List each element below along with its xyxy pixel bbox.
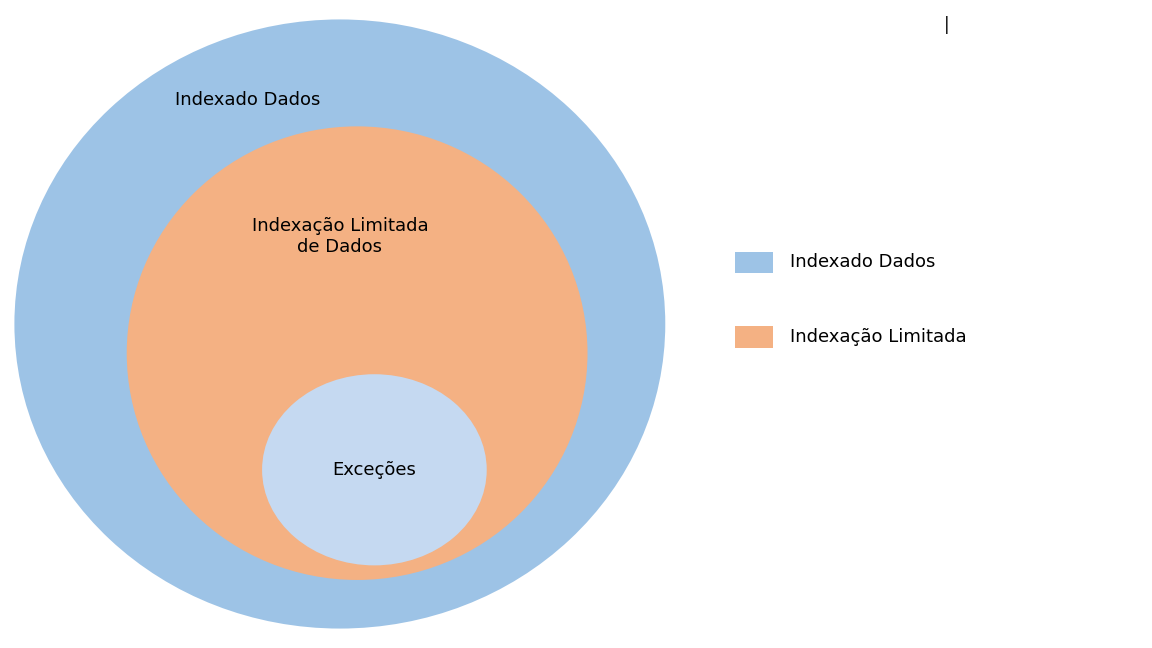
Text: Exceções: Exceções (333, 461, 416, 479)
Ellipse shape (127, 126, 588, 580)
FancyBboxPatch shape (735, 327, 773, 348)
Ellipse shape (15, 19, 665, 629)
Text: Indexação Limitada: Indexação Limitada (790, 328, 967, 346)
Text: Indexado Dados: Indexado Dados (790, 253, 935, 272)
Text: |: | (945, 16, 949, 34)
Text: Indexado Dados: Indexado Dados (175, 91, 320, 110)
Ellipse shape (263, 374, 486, 565)
Text: Indexação Limitada
de Dados: Indexação Limitada de Dados (251, 217, 429, 256)
FancyBboxPatch shape (735, 252, 773, 273)
